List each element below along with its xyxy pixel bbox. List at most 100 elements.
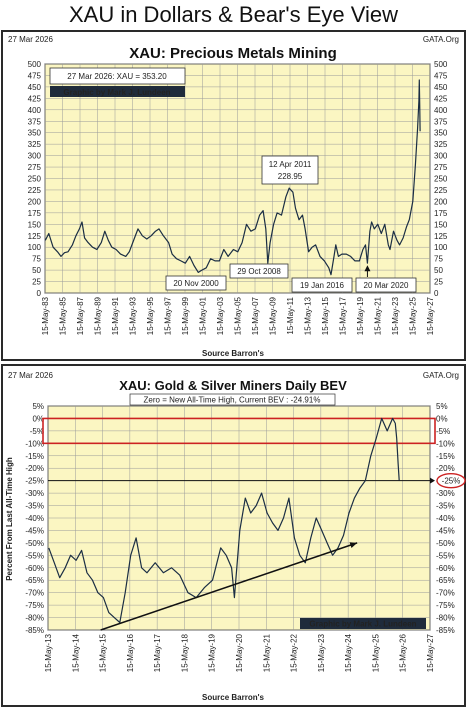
y-tick-label-left: -20% xyxy=(25,464,44,473)
y-tick-label-left: 175 xyxy=(28,209,42,218)
bev-series-line xyxy=(48,417,400,624)
y-tick-label-right: -85% xyxy=(436,626,455,635)
brand-label: GATA.Org xyxy=(423,371,459,380)
y-tick-label-right: -5% xyxy=(436,427,450,436)
y-tick-label-right: 400 xyxy=(434,106,448,115)
trend-arrow-shaft xyxy=(100,542,358,631)
main-title: XAU in Dollars & Bear's Eye View xyxy=(68,2,399,27)
y-tick-label-left: -70% xyxy=(25,589,44,598)
y-tick-label-right: -20% xyxy=(436,464,455,473)
x-tick-label: 15-May-15 xyxy=(321,296,330,335)
y-tick-label-right: 50 xyxy=(434,266,443,275)
x-tick-label: 15-May-03 xyxy=(216,296,225,335)
y-tick-label-right: 5% xyxy=(436,402,448,411)
y-tick-label-left: 225 xyxy=(28,186,42,195)
x-tick-label: 15-May-25 xyxy=(371,633,380,672)
info-box-text: 27 Mar 2026: XAU = 353.20 xyxy=(67,72,167,81)
x-tick-label: 15-May-17 xyxy=(153,633,162,672)
y-tick-label-left: 200 xyxy=(28,197,42,206)
y-tick-label-right: 0% xyxy=(436,414,448,423)
annotation-2020-low: 20 Mar 2020 xyxy=(364,281,409,290)
y-tick-label-right: 250 xyxy=(434,175,448,184)
y-tick-label-right: -55% xyxy=(436,551,455,560)
y-tick-label-left: -30% xyxy=(25,489,44,498)
y-tick-label-right: -75% xyxy=(436,601,455,610)
x-tick-label: 15-May-27 xyxy=(426,633,435,672)
info-box xyxy=(129,393,336,406)
y-tick-label-right: 225 xyxy=(434,186,448,195)
y-tick-label-right: -40% xyxy=(436,514,455,523)
x-tick-label: 15-May-91 xyxy=(111,296,120,335)
y-tick-label-right: -45% xyxy=(436,526,455,535)
x-tick-label: 15-May-17 xyxy=(339,296,348,335)
annotation-box xyxy=(291,277,353,293)
x-tick-label: 15-May-21 xyxy=(374,296,383,335)
y-tick-label-left: -50% xyxy=(25,539,44,548)
x-tick-label: 15-May-24 xyxy=(344,633,353,672)
y-tick-label-left: 300 xyxy=(28,152,42,161)
y-tick-label-right: -50% xyxy=(436,539,455,548)
y-tick-label-left: -45% xyxy=(25,526,44,535)
y-tick-label-left: -80% xyxy=(25,614,44,623)
y-tick-label-left: 275 xyxy=(28,163,42,172)
reference-arrow-head xyxy=(430,477,435,484)
x-tick-label: 15-May-87 xyxy=(76,296,85,335)
y-tick-label-left: 5% xyxy=(32,402,44,411)
xau-series-line xyxy=(44,79,421,276)
chart-title: XAU: Gold & Silver Miners Daily BEV xyxy=(119,378,347,393)
y-tick-label-right: 425 xyxy=(434,94,448,103)
x-tick-label: 15-May-89 xyxy=(94,296,103,335)
x-tick-label: 15-May-23 xyxy=(391,296,400,335)
y-tick-label-right: -65% xyxy=(436,576,455,585)
annotation-box xyxy=(165,275,227,291)
y-tick-label-right: 25 xyxy=(434,278,443,287)
y-tick-label-right: 75 xyxy=(434,255,443,264)
y-axis-label: Percent From Last All-Time High xyxy=(5,457,14,581)
precious-metals-chart: 27 Mar 2026 GATA.Org XAU: Precious Metals … xyxy=(1,30,466,361)
y-tick-label-left: 500 xyxy=(28,60,42,69)
y-tick-label-right: 0 xyxy=(434,289,439,298)
x-tick-label: 15-May-19 xyxy=(208,633,217,672)
y-tick-label-left: 150 xyxy=(28,220,42,229)
y-tick-label-left: 325 xyxy=(28,140,42,149)
y-tick-label-right: 450 xyxy=(434,83,448,92)
date-label: 27 Mar 2026 xyxy=(8,35,53,44)
x-tick-label: 15-May-16 xyxy=(126,633,135,672)
y-tick-label-right: 350 xyxy=(434,129,448,138)
y-tick-label-right: 175 xyxy=(434,209,448,218)
y-tick-label-right: 100 xyxy=(434,243,448,252)
y-tick-label-right: 300 xyxy=(434,152,448,161)
x-tick-label: 15-May-13 xyxy=(304,296,313,335)
y-tick-label-left: 25 xyxy=(32,278,41,287)
trend-arrow-head xyxy=(349,542,358,548)
y-tick-label-left: -25% xyxy=(25,477,44,486)
reference-label-circle xyxy=(436,472,466,489)
x-tick-label: 15-May-85 xyxy=(59,296,68,335)
x-tick-label: 15-May-21 xyxy=(262,633,271,672)
annotation-peak-date: 12 Apr 2011 xyxy=(269,160,312,169)
x-tick-label: 15-May-99 xyxy=(181,296,190,335)
y-tick-label-left: -10% xyxy=(25,439,44,448)
y-tick-label-left: -75% xyxy=(25,601,44,610)
x-tick-label: 15-May-93 xyxy=(129,296,138,335)
x-tick-label: 15-May-18 xyxy=(180,633,189,672)
x-tick-label: 15-May-95 xyxy=(146,296,155,335)
y-tick-label-right: -80% xyxy=(436,614,455,623)
y-tick-label-right: -10% xyxy=(436,439,455,448)
y-tick-label-left: -35% xyxy=(25,502,44,511)
credit-text: Graphic by Mark J. Lundeen xyxy=(309,620,416,629)
x-tick-label: 15-May-15 xyxy=(99,633,108,672)
annotation-2016-low: 19 Jan 2016 xyxy=(300,281,345,290)
y-tick-label-left: -40% xyxy=(25,514,44,523)
y-tick-label-right: 375 xyxy=(434,117,448,126)
x-tick-label: 15-May-26 xyxy=(399,633,408,672)
x-tick-label: 15-May-22 xyxy=(290,633,299,672)
credit-box xyxy=(50,86,185,97)
annotation-box xyxy=(229,263,289,279)
y-tick-label-left: -60% xyxy=(25,564,44,573)
x-axis-label: Source Barron's xyxy=(202,349,264,358)
annotation-2020-arrow-head xyxy=(364,265,371,272)
x-tick-label: 15-May-83 xyxy=(41,296,50,335)
x-tick-label: 15-May-23 xyxy=(317,633,326,672)
date-label: 27 Mar 2026 xyxy=(8,371,53,380)
